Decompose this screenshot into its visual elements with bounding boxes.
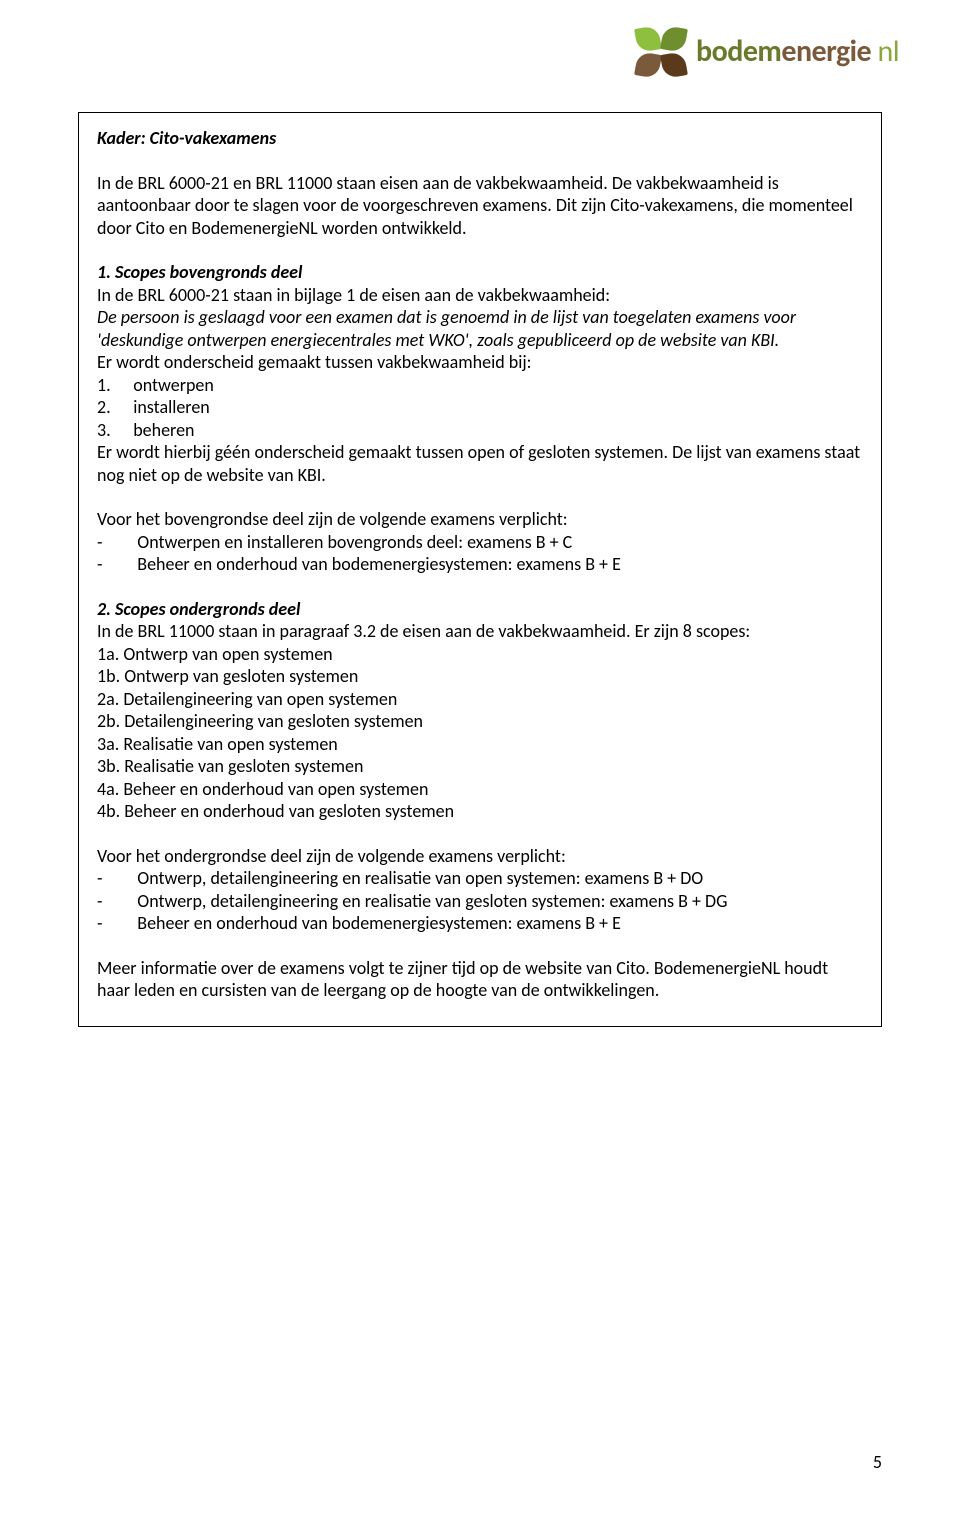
list-item-label: Ontwerpen en installeren bovengronds dee… (137, 531, 572, 553)
page-number: 5 (873, 1451, 882, 1473)
closing-paragraph: Meer informatie over de examens volgt te… (97, 957, 863, 1002)
section1b-lead: Voor het bovengrondse deel zijn de volge… (97, 508, 863, 531)
section2b-lead: Voor het ondergrondse deel zijn de volge… (97, 845, 863, 868)
logo-word-bodem: bodem (696, 33, 781, 70)
section1-heading: 1. Scopes bovengronds deel (97, 261, 863, 284)
list-item-label: beheren (133, 419, 194, 441)
section1-line2: Er wordt onderscheid gemaakt tussen vakb… (97, 351, 863, 374)
list-item: 1. ontwerpen (97, 374, 863, 397)
list-item: 1a. Ontwerp van open systemen (97, 643, 863, 666)
list-item: - Beheer en onderhoud van bodemenergiesy… (97, 912, 863, 935)
logo-wordmark: bodemenergie nl (696, 37, 899, 67)
section1-numbered-list: 1. ontwerpen 2. installeren 3. beheren (97, 374, 863, 442)
list-item-label: installeren (133, 396, 210, 418)
section2-heading: 2. Scopes ondergronds deel (97, 598, 863, 621)
list-item-label: Beheer en onderhoud van bodemenergiesyst… (137, 912, 621, 934)
list-item: - Ontwerp, detailengineering en realisat… (97, 867, 863, 890)
section1b-dash-list: - Ontwerpen en installeren bovengronds d… (97, 531, 863, 576)
list-item: 4b. Beheer en onderhoud van gesloten sys… (97, 800, 863, 823)
list-item: 3a. Realisatie van open systemen (97, 733, 863, 756)
list-item: - Beheer en onderhoud van bodemenergiesy… (97, 553, 863, 576)
section1-italic-quote: De persoon is geslaagd voor een examen d… (97, 306, 863, 351)
brand-logo: bodemenergie nl (634, 22, 904, 82)
content-frame: Kader: Cito-vakexamens In de BRL 6000-21… (78, 112, 882, 1027)
logo-word-energie: energie (781, 33, 871, 70)
list-item: 1b. Ontwerp van gesloten systemen (97, 665, 863, 688)
section1-line3: Er wordt hierbij géén onderscheid gemaak… (97, 441, 863, 486)
frame-title: Kader: Cito-vakexamens (97, 127, 863, 150)
logo-leaf-icon (634, 25, 688, 79)
list-item: 2a. Detailengineering van open systemen (97, 688, 863, 711)
list-item-label: Ontwerp, detailengineering en realisatie… (137, 867, 703, 889)
list-item: 2b. Detailengineering van gesloten syste… (97, 710, 863, 733)
intro-paragraph: In de BRL 6000-21 en BRL 11000 staan eis… (97, 172, 863, 240)
list-item: 3b. Realisatie van gesloten systemen (97, 755, 863, 778)
list-item: 3. beheren (97, 419, 863, 442)
list-item: - Ontwerp, detailengineering en realisat… (97, 890, 863, 913)
list-item-label: ontwerpen (133, 374, 214, 396)
list-item-label: Ontwerp, detailengineering en realisatie… (137, 890, 727, 912)
section2-line1: In de BRL 11000 staan in paragraaf 3.2 d… (97, 620, 863, 643)
list-item: 4a. Beheer en onderhoud van open systeme… (97, 778, 863, 801)
list-item-label: Beheer en onderhoud van bodemenergiesyst… (137, 553, 621, 575)
section1-line1: In de BRL 6000-21 staan in bijlage 1 de … (97, 284, 863, 307)
list-item: 2. installeren (97, 396, 863, 419)
section2-scope-list: 1a. Ontwerp van open systemen 1b. Ontwer… (97, 643, 863, 823)
section2b-dash-list: - Ontwerp, detailengineering en realisat… (97, 867, 863, 935)
logo-word-nl: nl (871, 33, 899, 70)
list-item: - Ontwerpen en installeren bovengronds d… (97, 531, 863, 554)
